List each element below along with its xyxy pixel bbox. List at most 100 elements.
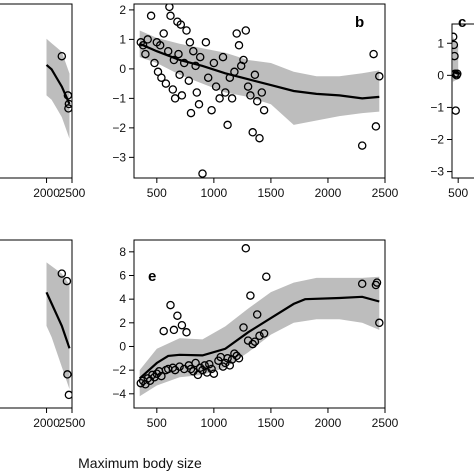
data-point — [357, 141, 367, 150]
data-point — [157, 73, 166, 82]
data-point — [257, 88, 267, 97]
data-point — [452, 51, 459, 61]
data-point — [192, 88, 202, 97]
data-point — [169, 55, 179, 65]
data-point — [225, 73, 235, 82]
data-point — [163, 46, 173, 56]
y-tick-label: 4 — [119, 292, 126, 306]
x-tick-label: 1000 — [201, 186, 228, 200]
data-point — [186, 108, 196, 118]
data-point — [138, 41, 148, 50]
y-tick-label: −1 — [430, 100, 444, 114]
data-point — [62, 276, 72, 286]
data-point — [166, 11, 175, 21]
data-point — [198, 365, 207, 375]
x-tick-label: 500 — [147, 186, 167, 200]
data-point — [186, 364, 196, 374]
data-point — [227, 94, 237, 103]
data-point — [357, 279, 367, 289]
data-point — [176, 20, 186, 29]
y-tick-label: 1 — [119, 32, 126, 46]
panel-e: 500 1000 1500 2000 2500 −4 −2 0 2 4 6 8 e — [112, 239, 399, 430]
data-point — [246, 291, 255, 300]
data-point — [161, 79, 171, 88]
data-point — [195, 363, 205, 373]
data-point — [246, 91, 255, 100]
y-tick-label: 0 — [437, 68, 444, 82]
data-point — [143, 35, 152, 44]
y-tick-label: 1 — [437, 36, 444, 50]
data-point — [209, 369, 219, 378]
data-point — [250, 337, 260, 346]
data-point — [175, 70, 184, 80]
data-point — [452, 40, 459, 50]
x-tick-label: 1000 — [201, 416, 228, 430]
plot-frame — [0, 3, 73, 179]
data-point — [255, 331, 264, 341]
data-point — [207, 364, 216, 374]
data-point — [195, 52, 205, 62]
y-tick-label: −1 — [112, 91, 126, 105]
data-point — [166, 300, 175, 310]
data-point — [165, 4, 174, 12]
confidence-band — [139, 276, 380, 397]
y-tick-label: 2 — [119, 3, 126, 17]
data-point — [155, 41, 165, 50]
data-point — [169, 325, 179, 335]
data-point — [150, 58, 159, 68]
data-point — [198, 169, 207, 178]
data-point — [241, 26, 251, 35]
data-point — [175, 362, 184, 371]
data-point — [252, 97, 262, 106]
y-tick-label: 0 — [119, 339, 126, 353]
data-point — [182, 26, 191, 35]
data-point — [185, 38, 195, 47]
y-tick-label: 2 — [119, 316, 126, 330]
y-tick-label: 8 — [119, 245, 126, 259]
plot-frame — [0, 239, 73, 409]
data-point — [194, 100, 204, 109]
data-point — [189, 46, 198, 56]
data-point — [177, 320, 187, 330]
data-point — [243, 82, 253, 91]
y-tick-label: −4 — [112, 387, 126, 401]
data-point — [64, 390, 72, 400]
confidence-band — [46, 262, 70, 390]
data-point — [369, 49, 378, 59]
data-point — [168, 85, 178, 94]
y-tick-label: −2 — [430, 133, 444, 147]
x-axis-label: Maximum body size — [78, 455, 202, 471]
y-tick-label: 6 — [119, 268, 126, 282]
data-point — [234, 41, 244, 50]
data-point — [211, 82, 221, 91]
x-tick-label: 500 — [448, 186, 468, 200]
data-point — [63, 370, 72, 379]
data-point — [221, 358, 230, 368]
data-point — [453, 69, 462, 78]
data-point — [250, 70, 260, 80]
plot-frame — [451, 23, 474, 179]
plot-frame — [133, 239, 386, 409]
x-tick-label: 2500 — [372, 186, 399, 200]
data-point — [230, 67, 239, 77]
data-point — [223, 120, 232, 130]
y-tick-label: −2 — [112, 121, 126, 135]
data-point — [64, 104, 72, 113]
data-point — [57, 269, 67, 278]
x-tick-label: 1500 — [258, 186, 285, 200]
data-point — [262, 272, 271, 281]
data-point — [259, 329, 269, 338]
data-point — [375, 72, 384, 81]
data-point — [146, 11, 156, 21]
data-point — [136, 378, 146, 388]
data-point — [232, 351, 241, 361]
data-point — [248, 339, 257, 349]
panel-letter: e — [148, 268, 156, 285]
data-point — [207, 105, 216, 115]
data-point — [230, 349, 239, 358]
data-point — [241, 244, 251, 253]
x-tick-label: 2000 — [33, 186, 60, 200]
data-point — [182, 328, 191, 337]
